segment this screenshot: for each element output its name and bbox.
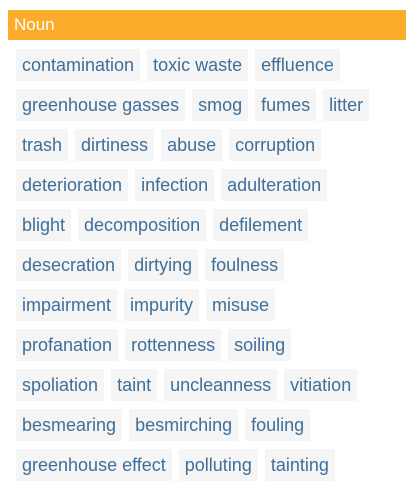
synonym-chip[interactable]: corruption xyxy=(229,129,322,161)
synonym-chip[interactable]: litter xyxy=(323,89,370,121)
synonym-chip[interactable]: vitiation xyxy=(284,369,358,401)
synonym-chip[interactable]: soiling xyxy=(228,329,292,361)
synonym-chip[interactable]: impairment xyxy=(16,289,118,321)
synonym-chip[interactable]: blight xyxy=(16,209,72,241)
synonym-row: greenhouse gasses smog fumes litter xyxy=(16,89,408,121)
synonym-row: besmearing besmirching fouling xyxy=(16,409,408,441)
synonym-chip[interactable]: greenhouse gasses xyxy=(16,89,186,121)
synonym-row: profanation rottenness soiling xyxy=(16,329,408,361)
synonym-chip[interactable]: tainting xyxy=(264,449,335,481)
synonym-row: blight decomposition defilement xyxy=(16,209,408,241)
synonym-chip[interactable]: decomposition xyxy=(78,209,207,241)
synonym-list: contamination toxic waste effluence greenho… xyxy=(16,49,408,489)
synonym-chip[interactable]: misuse xyxy=(206,289,276,321)
synonym-chip[interactable]: adulteration xyxy=(221,169,328,201)
synonym-chip[interactable]: contamination xyxy=(16,49,141,81)
synonym-chip[interactable]: dirtying xyxy=(128,249,199,281)
synonym-chip[interactable]: profanation xyxy=(16,329,119,361)
synonym-chip[interactable]: taint xyxy=(111,369,158,401)
synonym-row: spoliation taint uncleanness vitiation xyxy=(16,369,408,401)
synonym-row: impairment impurity misuse xyxy=(16,289,408,321)
synonym-chip[interactable]: abuse xyxy=(161,129,223,161)
synonym-chip[interactable]: defilement xyxy=(213,209,309,241)
synonym-chip[interactable]: foulness xyxy=(205,249,285,281)
synonym-chip[interactable]: fumes xyxy=(255,89,317,121)
synonym-chip[interactable]: greenhouse effect xyxy=(16,449,172,481)
synonym-row: trash dirtiness abuse corruption xyxy=(16,129,408,161)
synonym-chip[interactable]: polluting xyxy=(178,449,258,481)
synonym-chip[interactable]: dirtiness xyxy=(75,129,155,161)
synonym-chip[interactable]: spoliation xyxy=(16,369,105,401)
synonym-chip[interactable]: smog xyxy=(192,89,249,121)
synonym-row: deterioration infection adulteration xyxy=(16,169,408,201)
synonym-chip[interactable]: besmearing xyxy=(16,409,123,441)
synonym-chip[interactable]: infection xyxy=(135,169,215,201)
synonym-row: desecration dirtying foulness xyxy=(16,249,408,281)
synonym-chip[interactable]: besmirching xyxy=(129,409,239,441)
synonym-chip[interactable]: impurity xyxy=(124,289,200,321)
part-of-speech-label: Noun xyxy=(14,15,55,34)
synonym-chip[interactable]: fouling xyxy=(245,409,311,441)
synonym-chip[interactable]: effluence xyxy=(255,49,340,81)
synonym-row: contamination toxic waste effluence xyxy=(16,49,408,81)
part-of-speech-header: Noun xyxy=(8,10,406,40)
synonym-chip[interactable]: rottenness xyxy=(125,329,222,361)
synonym-chip[interactable]: uncleanness xyxy=(164,369,278,401)
synonym-chip[interactable]: trash xyxy=(16,129,69,161)
synonym-chip[interactable]: deterioration xyxy=(16,169,129,201)
synonym-chip[interactable]: desecration xyxy=(16,249,122,281)
synonym-row: greenhouse effect polluting tainting xyxy=(16,449,408,481)
synonym-chip[interactable]: toxic waste xyxy=(147,49,249,81)
